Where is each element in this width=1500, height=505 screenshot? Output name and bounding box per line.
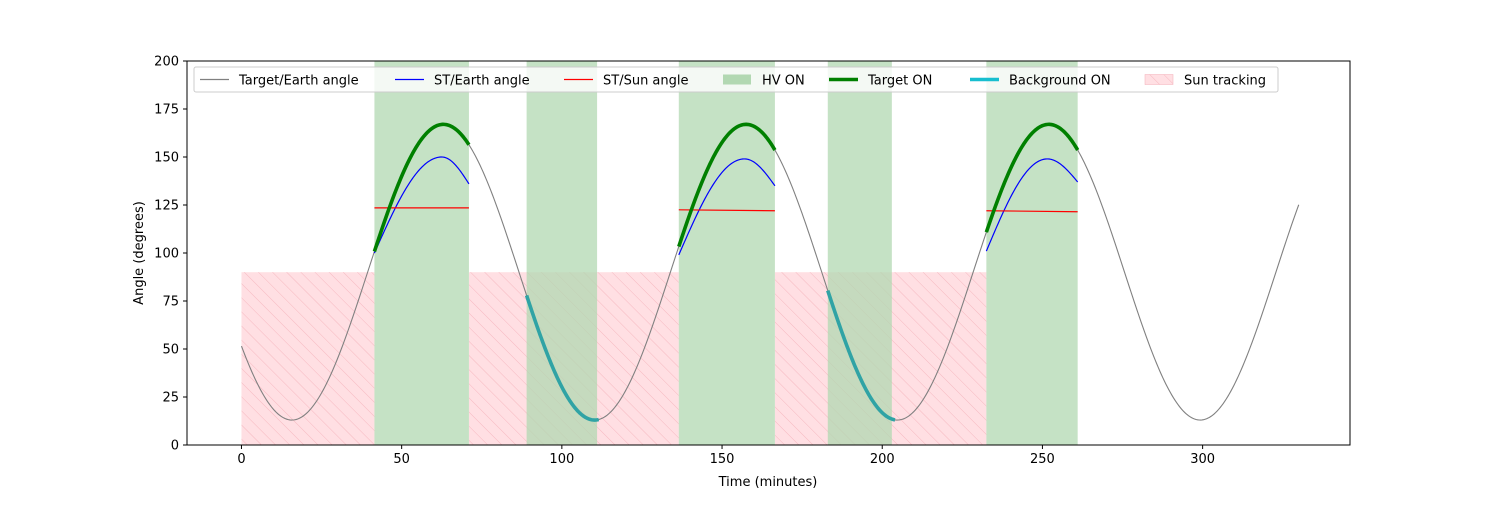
- series-target-on-segment-3: [984, 122, 1080, 233]
- y-tick-label-100: 100: [154, 247, 179, 262]
- series-st-earth-angle-segment-1: [373, 156, 470, 254]
- x-axis-label: Time (minutes): [718, 475, 818, 490]
- y-axis-label: Angle (degrees): [132, 201, 147, 305]
- series-background-on-segment-2: [826, 290, 896, 422]
- y-tick-label-25: 25: [162, 391, 179, 406]
- series-target-on-segment-2: [677, 122, 777, 248]
- y-tick-label-125: 125: [154, 199, 179, 214]
- hv-on-span-4: [827, 61, 892, 445]
- legend-label-sun-tracking: Sun tracking: [1184, 74, 1266, 89]
- x-tick-label-200: 200: [870, 452, 895, 467]
- legend-label-st-earth-angle: ST/Earth angle: [434, 74, 530, 89]
- x-tick-label-250: 250: [1030, 452, 1055, 467]
- hv-on-span-1: [374, 61, 469, 445]
- legend-label-target-on: Target ON: [867, 74, 932, 89]
- x-tick-label-100: 100: [549, 452, 574, 467]
- y-tick-label-150: 150: [154, 151, 179, 166]
- x-tick-label-150: 150: [710, 452, 735, 467]
- y-tick-label-0: 0: [171, 439, 179, 454]
- x-tick-label-300: 300: [1190, 452, 1215, 467]
- series-st-earth-angle-segment-2: [678, 158, 776, 256]
- legend-swatch-hv-on: [723, 74, 751, 85]
- legend-label-st-sun-angle: ST/Sun angle: [603, 74, 689, 89]
- series-target-on-segment-1: [372, 122, 471, 252]
- sun-tracking-hatch-1: [241, 272, 375, 445]
- legend-label-background-on: Background ON: [1009, 74, 1111, 89]
- x-tick-label-50: 50: [393, 452, 410, 467]
- x-tick-label-0: 0: [237, 452, 245, 467]
- y-tick-label-200: 200: [154, 55, 179, 70]
- legend-swatch-hatch-sun-tracking: [1145, 74, 1173, 85]
- y-tick-label-75: 75: [162, 295, 179, 310]
- legend-label-target-earth-angle: Target/Earth angle: [238, 74, 359, 89]
- legend-label-hv-on: HV ON: [762, 74, 805, 89]
- series-st-sun-angle-segment-2: [678, 209, 775, 212]
- series-st-earth-angle-segment-3: [985, 158, 1079, 252]
- hv-on-span-3: [678, 61, 775, 445]
- series-background-on-segment-1: [524, 294, 600, 422]
- hv-on-span-2: [526, 61, 598, 445]
- y-tick-label-50: 50: [162, 343, 179, 358]
- hv-on-span-5: [986, 61, 1078, 445]
- series-st-sun-angle-segment-3: [986, 210, 1078, 213]
- y-tick-label-175: 175: [154, 103, 179, 118]
